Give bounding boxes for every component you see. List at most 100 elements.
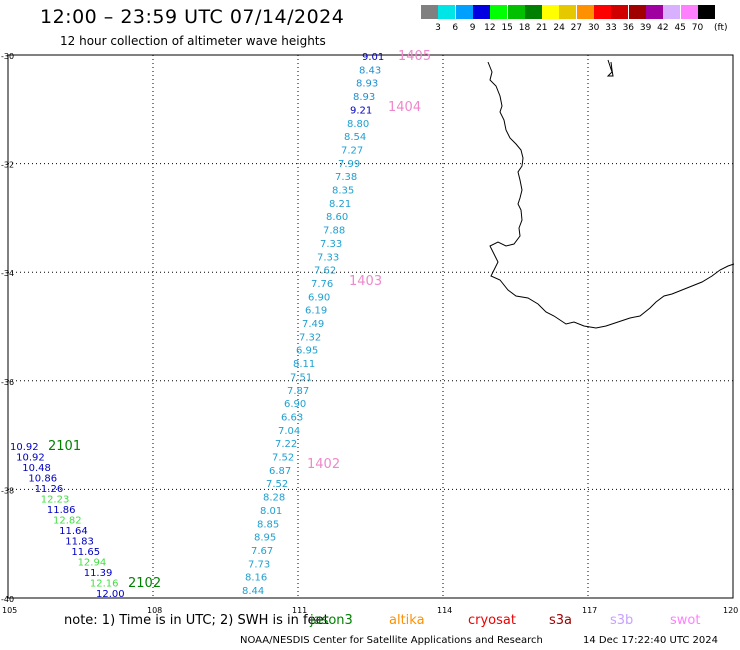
scale-swatch [680,5,698,19]
wave-height-value: 7.51 [290,372,312,383]
lat-tick-label: -32 [1,161,14,170]
scale-swatch [645,5,663,19]
scale-swatch [594,5,611,19]
scale-swatch [524,5,542,19]
pass-time-label: 1403 [349,274,382,289]
wave-height-value: 8.28 [263,493,285,504]
wave-height-value: 8.93 [353,92,375,103]
wave-height-value: 8.01 [260,506,282,517]
pass-time-label: 2101 [48,439,81,454]
scale-label: 30 [587,23,600,33]
pass-time-label: 1402 [307,457,340,472]
mission-legend-item: swot [670,613,701,628]
lat-tick-label: -30 [1,52,14,61]
wave-height-value: 12.16 [90,579,119,590]
wave-height-value: 10.92 [16,453,45,464]
scale-swatch [490,5,508,19]
scale-swatch [611,5,629,19]
wave-height-value: 8.43 [359,65,381,76]
scale-label: 24 [553,23,565,33]
scale-label: 12 [484,23,496,33]
wave-height-value: 12.94 [78,558,107,569]
pass-time-label: 1405 [398,49,431,64]
scale-unit: (ft) [714,23,728,33]
wave-height-value: 9.21 [350,105,372,116]
mission-legend-item: cryosat [468,613,516,628]
page-subtitle: 12 hour collection of altimeter wave hei… [60,34,326,48]
wave-height-value: 11.86 [47,505,76,516]
footer-credit: NOAA/NESDIS Center for Satellite Applica… [240,635,543,646]
wave-height-value: 7.38 [335,172,357,183]
lat-tick-label: -36 [1,378,14,387]
scale-swatch [663,5,681,19]
mission-legend-item: s3a [549,613,573,628]
wave-height-value: 12.00 [96,589,125,600]
scale-label: 18 [518,23,531,33]
scale-swatch [438,5,456,19]
scale-label: 6 [452,23,459,33]
scale-swatch [628,5,646,19]
wave-height-value: 8.80 [347,119,369,130]
wave-height-value: 8.44 [242,586,264,597]
wave-height-value: 7.73 [248,559,270,570]
wave-height-value: 6.95 [296,346,318,357]
lat-tick-label: -40 [1,595,14,604]
wave-height-value: 6.90 [284,399,306,410]
scale-label: 3 [435,23,441,33]
wave-height-value: 8.16 [245,573,267,584]
island-outline [606,59,614,77]
lon-tick-label: 111 [292,606,307,615]
scale-label: 42 [657,23,669,33]
scale-swatch [697,5,715,19]
wave-height-value: 10.86 [28,474,57,485]
scale-label: 39 [639,23,652,33]
wave-height-value: 10.92 [10,442,39,453]
wave-height-value: 11.64 [59,526,88,537]
footer-note: note: 1) Time is in UTC; 2) SWH is in fe… [64,613,329,628]
pass-time-label: 1404 [388,100,421,115]
wave-height-value: 9.01 [362,52,384,63]
scale-label: 27 [570,23,583,33]
wave-height-value: 8.11 [293,359,315,370]
wave-height-value: 8.93 [356,79,378,90]
wave-height-value: 7.76 [311,279,333,290]
wave-height-value: 7.04 [278,426,300,437]
lon-tick-label: 120 [723,606,738,615]
wave-height-value: 7.33 [317,252,339,263]
scale-swatch [559,5,577,19]
wave-height-value: 6.19 [305,306,327,317]
wave-height-value: 7.32 [299,332,321,343]
scale-swatch [472,5,490,19]
wave-height-value: 8.95 [254,533,276,544]
wave-height-value: 7.22 [275,439,297,450]
wave-height-value: 10.48 [22,463,51,474]
wave-height-value: 12.23 [41,495,70,506]
wave-height-value: 7.52 [266,479,288,490]
wave-height-value: 7.52 [272,453,294,464]
mission-legend-item: altika [389,613,425,628]
wave-height-value: 11.39 [84,568,113,579]
wave-height-value: 11.83 [65,537,94,548]
map-grid: -30 -32 -34 -36 -38 -40 105 108 111 114 117 120 [1,52,738,615]
scale-swatch [542,5,560,19]
wave-height-value: 7.67 [251,546,273,557]
scale-label: 36 [622,23,635,33]
wave-height-value: 8.60 [326,212,348,223]
wave-height-value: 8.85 [257,519,279,530]
mission-legend-item: jason3 [310,613,353,628]
wave-height-value: 11.26 [35,484,64,495]
scale-swatch [421,5,438,19]
wave-height-value: 7.99 [338,159,360,170]
mission-legend-item: s3b [610,613,634,628]
footer-generated-date: 14 Dec 17:22:40 UTC 2024 [583,635,718,646]
map-frame [7,54,734,599]
lon-tick-label: 105 [2,606,17,615]
track-values: 9.01 8.43 8.93 8.93 9.21 8.80 8.54 7.27 7.99 7.38… [10,49,431,600]
wave-height-value: 8.21 [329,199,351,210]
wave-height-value: 7.62 [314,266,336,277]
scale-swatch [576,5,594,19]
wave-height-value: 7.27 [341,145,363,156]
lon-tick-label: 117 [582,606,597,615]
scale-label: 9 [469,23,476,33]
